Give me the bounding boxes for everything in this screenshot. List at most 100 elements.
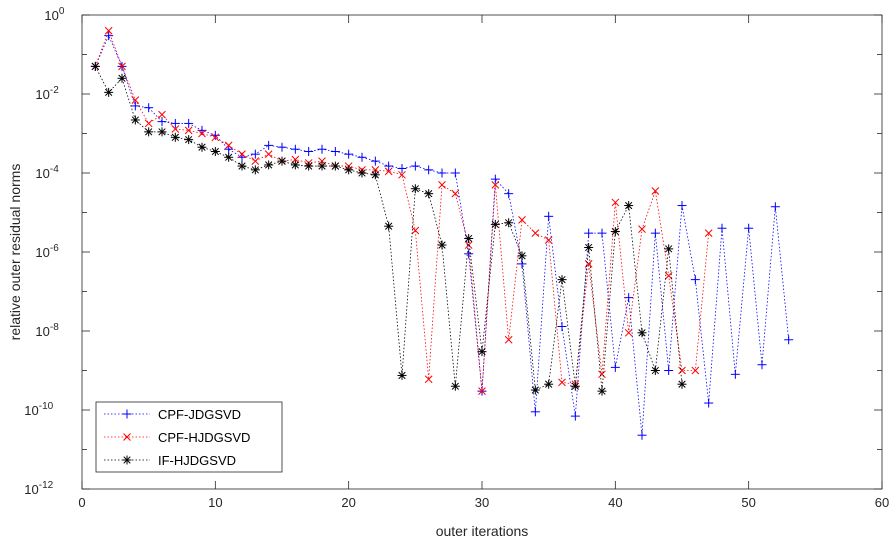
y-tick-label: 10-8 bbox=[35, 322, 59, 339]
data-point-if-hjdgsvd bbox=[424, 189, 434, 199]
data-point-cpf-jdgsvd bbox=[437, 168, 447, 178]
y-tick-label: 10-2 bbox=[35, 85, 59, 102]
y-tick-label: 10-6 bbox=[35, 243, 59, 260]
x-tick-label: 20 bbox=[341, 495, 355, 510]
data-point-cpf-hjdgsvd bbox=[504, 335, 513, 344]
data-point-if-hjdgsvd bbox=[624, 201, 634, 211]
data-point-cpf-hjdgsvd bbox=[704, 229, 713, 238]
data-point-cpf-hjdgsvd bbox=[638, 225, 646, 233]
data-point-cpf-jdgsvd bbox=[144, 103, 154, 113]
data-point-if-hjdgsvd bbox=[504, 218, 514, 228]
data-point-cpf-hjdgsvd bbox=[491, 181, 500, 189]
data-point-cpf-hjdgsvd bbox=[398, 170, 406, 179]
data-point-if-hjdgsvd bbox=[130, 115, 140, 125]
data-point-cpf-jdgsvd bbox=[224, 144, 234, 154]
y-tick-label: 100 bbox=[44, 6, 64, 23]
data-point-cpf-jdgsvd bbox=[784, 335, 794, 345]
x-tick-label: 10 bbox=[208, 495, 222, 510]
data-point-cpf-jdgsvd bbox=[730, 369, 740, 379]
series-line-if-hjdgsvd bbox=[94, 66, 683, 392]
data-point-cpf-jdgsvd bbox=[424, 165, 434, 175]
data-point-cpf-hjdgsvd bbox=[464, 241, 473, 249]
data-point-cpf-hjdgsvd bbox=[478, 387, 486, 396]
data-point-cpf-hjdgsvd bbox=[198, 129, 206, 138]
data-point-cpf-jdgsvd bbox=[410, 161, 420, 171]
data-point-cpf-hjdgsvd bbox=[678, 366, 686, 375]
data-point-cpf-hjdgsvd bbox=[251, 157, 260, 165]
data-point-cpf-hjdgsvd bbox=[531, 229, 540, 238]
data-point-cpf-jdgsvd bbox=[450, 168, 460, 178]
data-point-cpf-jdgsvd bbox=[570, 411, 580, 421]
data-point-cpf-jdgsvd bbox=[744, 223, 754, 233]
legend-marker-symbol-cpf-hjdgsvd bbox=[123, 433, 131, 441]
data-point-cpf-jdgsvd bbox=[584, 228, 594, 238]
legend-marker-symbol-cpf-jdgsvd bbox=[122, 409, 132, 419]
data-point-if-hjdgsvd bbox=[530, 385, 540, 395]
data-point-if-hjdgsvd bbox=[664, 244, 674, 254]
data-point-cpf-hjdgsvd bbox=[518, 216, 526, 224]
data-point-if-hjdgsvd bbox=[250, 165, 260, 175]
data-point-if-hjdgsvd bbox=[677, 379, 687, 389]
data-point-cpf-hjdgsvd bbox=[438, 181, 446, 189]
data-point-cpf-hjdgsvd bbox=[224, 141, 233, 150]
data-point-cpf-jdgsvd bbox=[317, 144, 327, 154]
data-point-cpf-hjdgsvd bbox=[211, 133, 220, 142]
series-layer bbox=[90, 26, 794, 440]
data-point-cpf-jdgsvd bbox=[530, 407, 540, 417]
data-point-if-hjdgsvd bbox=[277, 156, 287, 166]
data-point-if-hjdgsvd bbox=[544, 379, 554, 389]
series-line-cpf-hjdgsvd bbox=[94, 29, 710, 392]
data-point-cpf-jdgsvd bbox=[690, 275, 700, 285]
data-point-if-hjdgsvd bbox=[317, 161, 327, 171]
data-point-cpf-jdgsvd bbox=[717, 223, 727, 233]
legend-label-if-hjdgsvd: IF-HJDGSVD bbox=[158, 453, 236, 468]
data-point-cpf-jdgsvd bbox=[597, 228, 607, 238]
data-point-cpf-hjdgsvd bbox=[104, 26, 113, 35]
data-point-cpf-hjdgsvd bbox=[611, 198, 620, 207]
data-point-if-hjdgsvd bbox=[224, 152, 234, 162]
data-point-if-hjdgsvd bbox=[517, 251, 527, 261]
data-point-cpf-jdgsvd bbox=[170, 118, 180, 128]
data-point-cpf-hjdgsvd bbox=[184, 126, 193, 135]
series-cpf-jdgsvd bbox=[90, 31, 794, 440]
data-point-cpf-jdgsvd bbox=[250, 149, 260, 159]
data-point-cpf-jdgsvd bbox=[397, 163, 407, 173]
data-point-if-hjdgsvd bbox=[477, 347, 487, 357]
data-point-cpf-hjdgsvd bbox=[584, 260, 593, 268]
data-point-if-hjdgsvd bbox=[384, 221, 394, 231]
data-point-cpf-hjdgsvd bbox=[291, 155, 300, 164]
data-point-if-hjdgsvd bbox=[464, 233, 474, 243]
data-point-cpf-jdgsvd bbox=[370, 156, 380, 166]
series-line-cpf-jdgsvd bbox=[94, 34, 790, 436]
x-axis-label: outer iterations bbox=[436, 523, 529, 539]
legend-entry-cpf-jdgsvd: CPF-JDGSVD bbox=[104, 407, 241, 422]
data-point-if-hjdgsvd bbox=[410, 184, 420, 194]
data-point-cpf-jdgsvd bbox=[304, 147, 314, 157]
data-point-if-hjdgsvd bbox=[437, 240, 447, 250]
data-point-if-hjdgsvd bbox=[264, 160, 274, 170]
data-point-cpf-jdgsvd bbox=[504, 189, 514, 199]
data-point-if-hjdgsvd bbox=[397, 370, 407, 380]
data-point-cpf-jdgsvd bbox=[624, 293, 634, 303]
data-point-if-hjdgsvd bbox=[304, 161, 314, 171]
legend: CPF-JDGSVD CPF-HJDGSVD IF-HJDGSVD bbox=[95, 401, 283, 473]
data-point-cpf-hjdgsvd bbox=[131, 96, 140, 104]
x-tick-label: 60 bbox=[875, 495, 889, 510]
data-point-cpf-hjdgsvd bbox=[598, 370, 606, 379]
legend-entry-cpf-hjdgsvd: CPF-HJDGSVD bbox=[104, 430, 250, 445]
data-point-if-hjdgsvd bbox=[637, 328, 647, 338]
legend-marker-cpf-jdgsvd bbox=[122, 409, 132, 419]
data-point-cpf-jdgsvd bbox=[157, 117, 167, 127]
y-tick-label: 10-10 bbox=[24, 401, 53, 418]
data-point-cpf-jdgsvd bbox=[210, 130, 220, 140]
data-point-if-hjdgsvd bbox=[597, 386, 607, 396]
x-tick-label: 40 bbox=[608, 495, 622, 510]
data-point-cpf-jdgsvd bbox=[464, 249, 474, 259]
data-point-if-hjdgsvd bbox=[210, 147, 220, 157]
legend-marker-if-hjdgsvd bbox=[122, 455, 132, 465]
data-point-cpf-jdgsvd bbox=[330, 147, 340, 157]
legend-entry-if-hjdgsvd: IF-HJDGSVD bbox=[104, 453, 236, 468]
data-point-if-hjdgsvd bbox=[184, 135, 194, 145]
data-point-cpf-jdgsvd bbox=[517, 259, 527, 269]
legend-marker-symbol-if-hjdgsvd bbox=[122, 455, 132, 465]
